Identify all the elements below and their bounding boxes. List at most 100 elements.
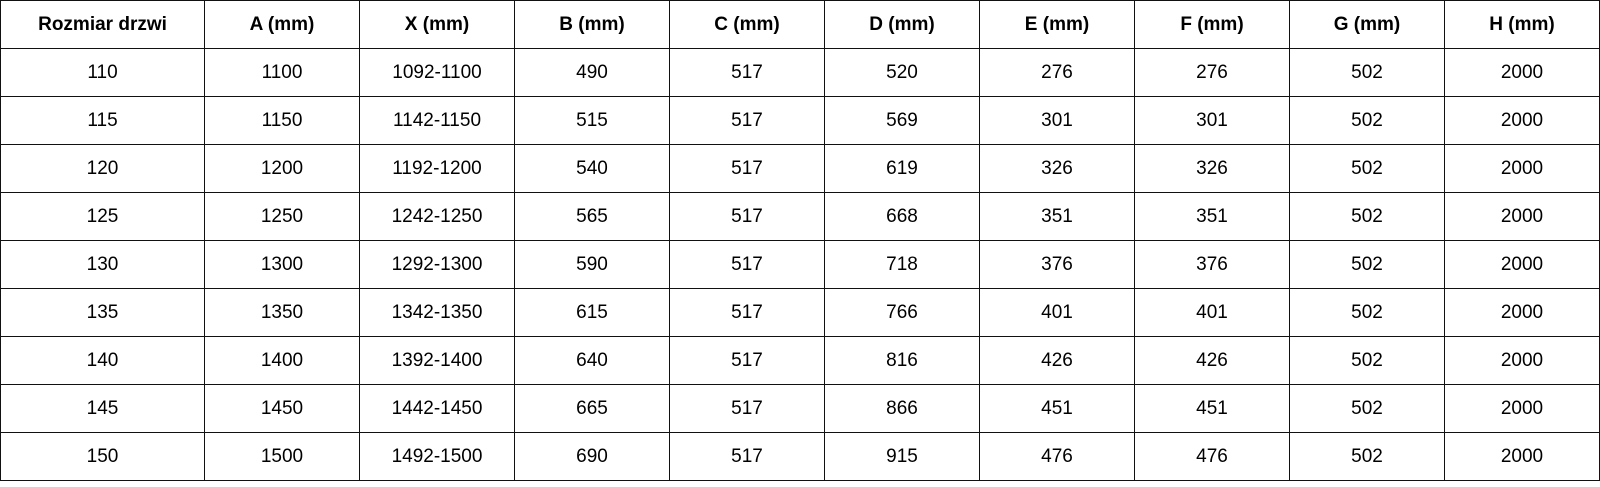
- table-cell: 376: [979, 240, 1135, 289]
- table-cell: 1300: [204, 240, 360, 289]
- table-cell: 517: [669, 288, 825, 337]
- table-cell: 816: [824, 336, 980, 385]
- column-header: Rozmiar drzwi: [0, 0, 205, 49]
- table-cell: 1400: [204, 336, 360, 385]
- table-cell: 517: [669, 384, 825, 433]
- table-row: 150 1500 1492-1500 690 517 915 476 476 502 2000: [0, 432, 1600, 481]
- table-cell: 2000: [1444, 192, 1600, 241]
- column-header: G (mm): [1289, 0, 1445, 49]
- table-cell: 502: [1289, 384, 1445, 433]
- table-cell: 140: [0, 336, 205, 385]
- table-cell: 517: [669, 96, 825, 145]
- table-cell: 401: [1134, 288, 1290, 337]
- table-cell: 115: [0, 96, 205, 145]
- table-cell: 2000: [1444, 48, 1600, 97]
- table-cell: 125: [0, 192, 205, 241]
- table-cell: 565: [514, 192, 670, 241]
- column-header: C (mm): [669, 0, 825, 49]
- table-cell: 426: [1134, 336, 1290, 385]
- table-cell: 502: [1289, 288, 1445, 337]
- column-header: E (mm): [979, 0, 1135, 49]
- table-cell: 376: [1134, 240, 1290, 289]
- table-row: 135 1350 1342-1350 615 517 766 401 401 502 2000: [0, 288, 1600, 337]
- table-cell: 1392-1400: [359, 336, 515, 385]
- table-cell: 2000: [1444, 288, 1600, 337]
- table-cell: 590: [514, 240, 670, 289]
- column-header: X (mm): [359, 0, 515, 49]
- table-cell: 718: [824, 240, 980, 289]
- table-cell: 520: [824, 48, 980, 97]
- table-cell: 150: [0, 432, 205, 481]
- table-cell: 1250: [204, 192, 360, 241]
- table-cell: 665: [514, 384, 670, 433]
- table-row: 130 1300 1292-1300 590 517 718 376 376 502 2000: [0, 240, 1600, 289]
- table-cell: 2000: [1444, 432, 1600, 481]
- table-cell: 517: [669, 432, 825, 481]
- table-row: 115 1150 1142-1150 515 517 569 301 301 502 2000: [0, 96, 1600, 145]
- table-cell: 301: [1134, 96, 1290, 145]
- table-cell: 502: [1289, 48, 1445, 97]
- table-cell: 517: [669, 144, 825, 193]
- table-cell: 1092-1100: [359, 48, 515, 97]
- table-cell: 1492-1500: [359, 432, 515, 481]
- table-cell: 502: [1289, 432, 1445, 481]
- table-cell: 2000: [1444, 384, 1600, 433]
- table-cell: 476: [1134, 432, 1290, 481]
- table-cell: 276: [1134, 48, 1290, 97]
- table-row: 145 1450 1442-1450 665 517 866 451 451 502 2000: [0, 384, 1600, 433]
- table-cell: 1192-1200: [359, 144, 515, 193]
- table-cell: 515: [514, 96, 670, 145]
- table-cell: 1450: [204, 384, 360, 433]
- table-cell: 1142-1150: [359, 96, 515, 145]
- table-cell: 2000: [1444, 336, 1600, 385]
- table-cell: 326: [979, 144, 1135, 193]
- table-cell: 130: [0, 240, 205, 289]
- table-cell: 135: [0, 288, 205, 337]
- table-cell: 1100: [204, 48, 360, 97]
- table-cell: 690: [514, 432, 670, 481]
- table-cell: 640: [514, 336, 670, 385]
- table-cell: 766: [824, 288, 980, 337]
- table-cell: 569: [824, 96, 980, 145]
- table-cell: 476: [979, 432, 1135, 481]
- table-cell: 426: [979, 336, 1135, 385]
- table-body: 110 1100 1092-1100 490 517 520 276 276 502 2000 11…: [0, 48, 1600, 481]
- table-cell: 502: [1289, 144, 1445, 193]
- table-cell: 1350: [204, 288, 360, 337]
- column-header: F (mm): [1134, 0, 1290, 49]
- table-cell: 502: [1289, 336, 1445, 385]
- table-cell: 540: [514, 144, 670, 193]
- table-cell: 517: [669, 48, 825, 97]
- table-row: 110 1100 1092-1100 490 517 520 276 276 502 2000: [0, 48, 1600, 97]
- table-cell: 1500: [204, 432, 360, 481]
- table-cell: 502: [1289, 240, 1445, 289]
- table-row: 125 1250 1242-1250 565 517 668 351 351 502 2000: [0, 192, 1600, 241]
- table-cell: 915: [824, 432, 980, 481]
- table-cell: 451: [1134, 384, 1290, 433]
- table-cell: 502: [1289, 192, 1445, 241]
- table-cell: 517: [669, 240, 825, 289]
- table-cell: 1442-1450: [359, 384, 515, 433]
- table-cell: 490: [514, 48, 670, 97]
- table-row: 140 1400 1392-1400 640 517 816 426 426 502 2000: [0, 336, 1600, 385]
- table-cell: 2000: [1444, 144, 1600, 193]
- table-cell: 1242-1250: [359, 192, 515, 241]
- table-cell: 110: [0, 48, 205, 97]
- table-cell: 502: [1289, 96, 1445, 145]
- table-cell: 326: [1134, 144, 1290, 193]
- table-cell: 517: [669, 192, 825, 241]
- column-header: H (mm): [1444, 0, 1600, 49]
- table-cell: 1292-1300: [359, 240, 515, 289]
- column-header: A (mm): [204, 0, 360, 49]
- table-cell: 351: [1134, 192, 1290, 241]
- table-cell: 276: [979, 48, 1135, 97]
- column-header: D (mm): [824, 0, 980, 49]
- table-cell: 2000: [1444, 96, 1600, 145]
- table-cell: 1200: [204, 144, 360, 193]
- table-cell: 517: [669, 336, 825, 385]
- header-row: Rozmiar drzwi A (mm) X (mm) B (mm) C (mm) D (…: [0, 0, 1600, 49]
- table-cell: 145: [0, 384, 205, 433]
- table-cell: 668: [824, 192, 980, 241]
- table-row: 120 1200 1192-1200 540 517 619 326 326 502 2000: [0, 144, 1600, 193]
